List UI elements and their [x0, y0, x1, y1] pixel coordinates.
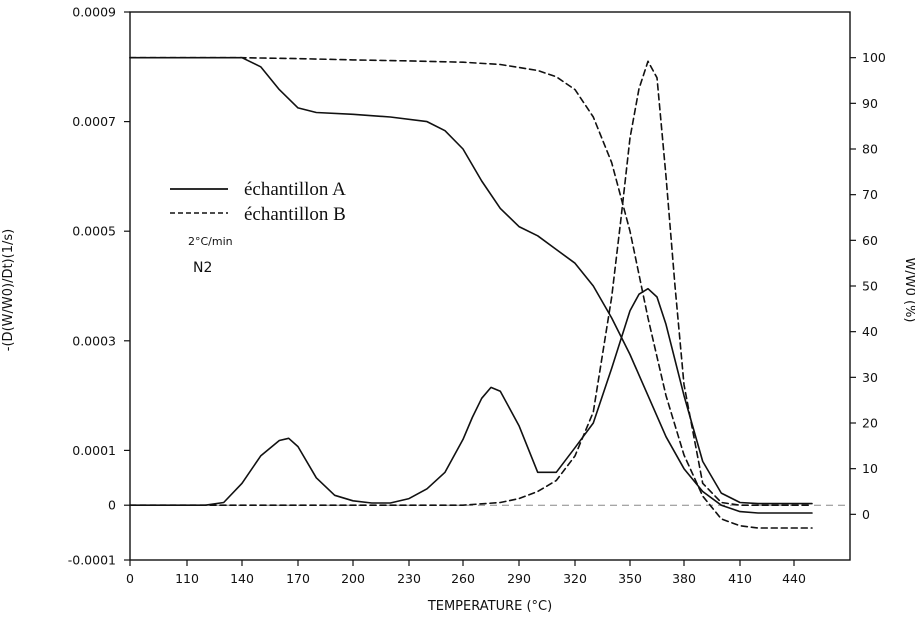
y-left-tick-label: 0.0003 — [72, 333, 116, 348]
plot-frame — [129, 11, 851, 561]
y-right-tick-label: 40 — [862, 324, 878, 339]
x-axis-ticks: 0 110 140 170 200 230 260 290 320 350 380 410 440 — [126, 560, 806, 586]
y-left-axis-title: -(D(W/W0)/Dt)(1/s) — [1, 229, 16, 351]
sample-a-weight-curve — [129, 56, 813, 514]
y-left-tick-label: 0.0001 — [72, 443, 116, 458]
x-tick-label: 0 — [126, 571, 134, 586]
heating-rate-annotation: 2°C/min — [188, 235, 233, 248]
x-tick-label: 380 — [672, 571, 696, 586]
y-right-tick-label: 60 — [862, 233, 878, 248]
x-tick-label: 200 — [341, 571, 365, 586]
legend-label-sample-a: échantillon A — [244, 179, 346, 200]
y-left-tick-label: -0.0001 — [68, 553, 116, 568]
series-layer — [129, 56, 850, 529]
x-tick-label: 410 — [728, 571, 752, 586]
x-axis-title: TEMPERATURE (°C) — [427, 599, 552, 614]
y-right-tick-label: 70 — [862, 187, 878, 202]
x-tick-label: 110 — [175, 571, 199, 586]
sample-b-derivative-curve — [129, 60, 813, 506]
legend: échantillon A échantillon B — [170, 179, 346, 225]
legend-label-sample-b: échantillon B — [244, 204, 346, 225]
sample-a-derivative-curve — [129, 287, 813, 506]
x-tick-label: 320 — [563, 571, 587, 586]
x-tick-label: 260 — [451, 571, 475, 586]
y-left-axis-ticks: 0.0009 0.0007 0.0005 0.0003 0.0001 0 -0.0001 — [68, 5, 130, 568]
y-right-axis-title: W/W0 (%) — [902, 258, 915, 323]
atmosphere-annotation: N2 — [193, 260, 212, 276]
x-tick-label: 170 — [286, 571, 310, 586]
x-tick-label: 140 — [230, 571, 254, 586]
x-tick-label: 440 — [782, 571, 806, 586]
y-right-tick-label: 90 — [862, 96, 878, 111]
y-right-tick-label: 30 — [862, 370, 878, 385]
y-right-tick-label: 0 — [862, 507, 870, 522]
y-left-tick-label: 0.0009 — [72, 5, 116, 20]
y-right-tick-label: 100 — [862, 50, 886, 65]
y-left-tick-label: 0.0005 — [72, 224, 116, 239]
y-right-tick-label: 80 — [862, 142, 878, 157]
y-right-tick-label: 50 — [862, 279, 878, 294]
x-tick-label: 230 — [397, 571, 421, 586]
y-right-tick-label: 20 — [862, 416, 878, 431]
y-right-tick-label: 10 — [862, 461, 878, 476]
x-tick-label: 290 — [507, 571, 531, 586]
y-left-tick-label: 0 — [108, 498, 116, 513]
y-left-tick-label: 0.0007 — [72, 114, 116, 129]
sample-b-weight-curve — [129, 56, 813, 529]
x-tick-label: 350 — [618, 571, 642, 586]
